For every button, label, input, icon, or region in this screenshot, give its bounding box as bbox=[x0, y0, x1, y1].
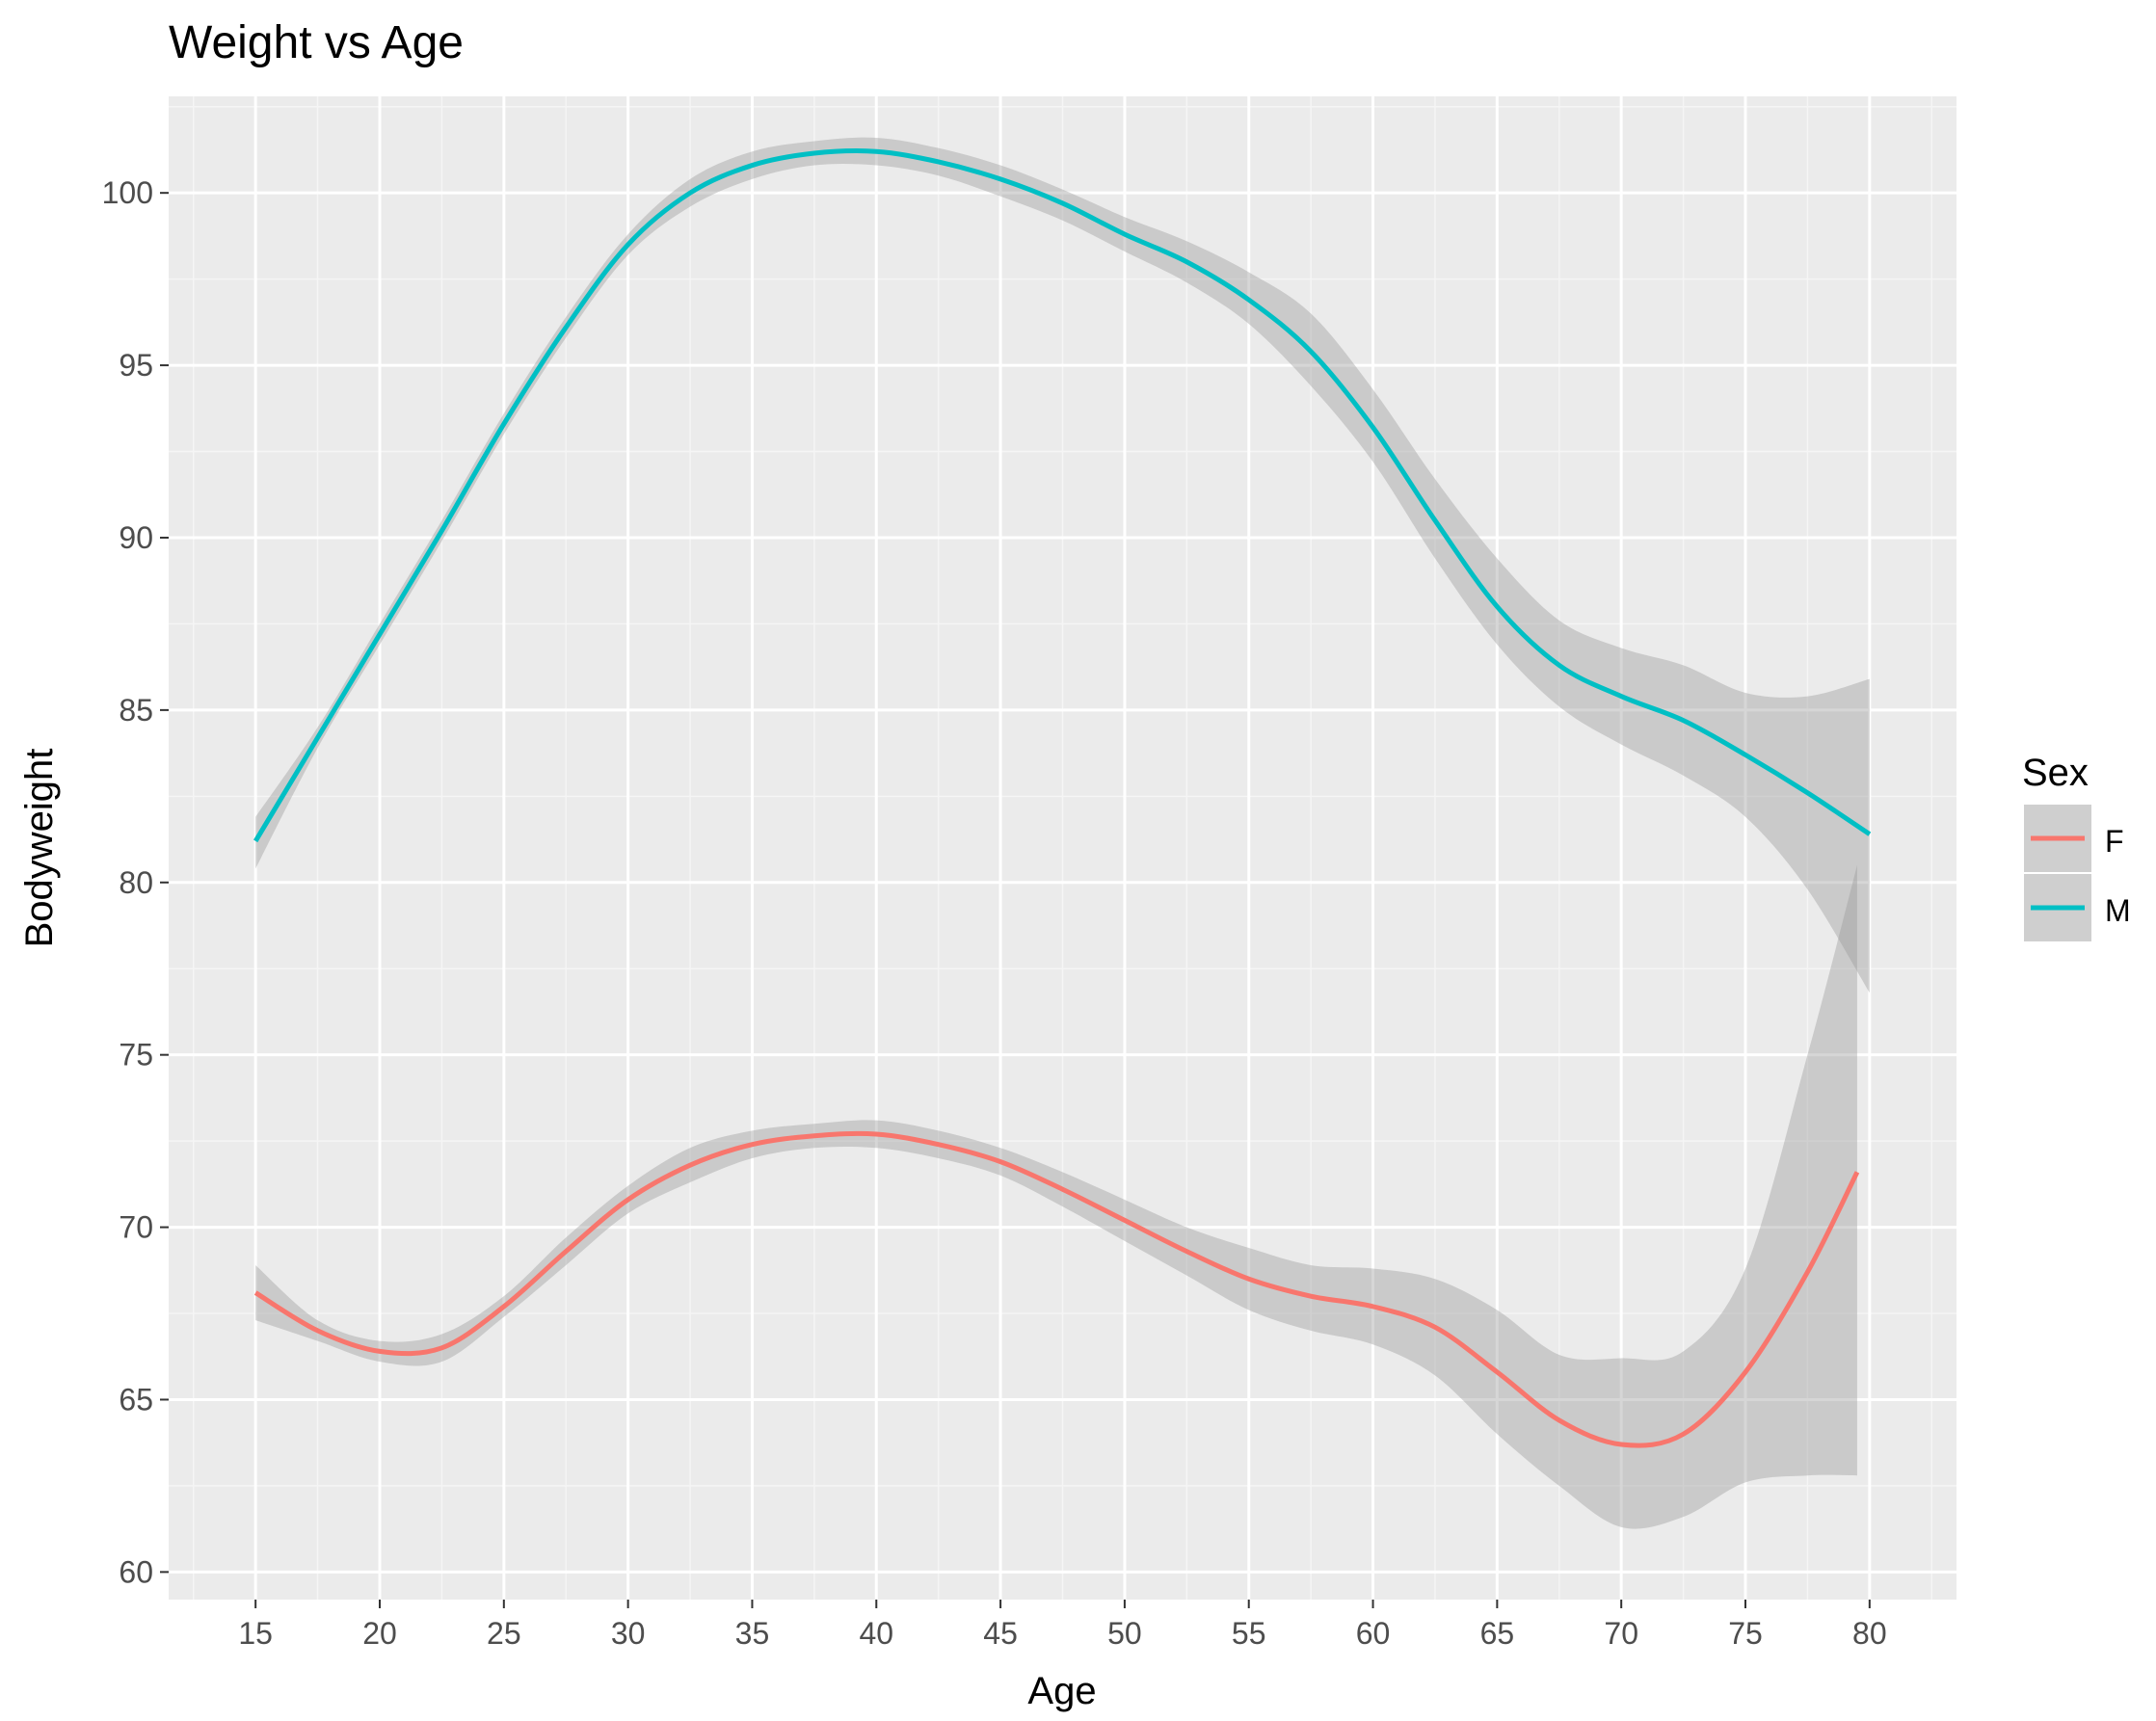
y-axis: 60 65 70 75 80 85 90 95 100 bbox=[102, 175, 169, 1589]
x-tick-label: 40 bbox=[859, 1616, 893, 1651]
legend-label-m: M bbox=[2105, 893, 2131, 928]
y-tick-label: 75 bbox=[119, 1038, 153, 1072]
x-tick-label: 45 bbox=[983, 1616, 1018, 1651]
x-tick-label: 80 bbox=[1852, 1616, 1887, 1651]
x-axis: 15 20 25 30 35 40 45 50 55 60 65 70 75 80 bbox=[238, 1600, 1887, 1651]
y-tick-label: 100 bbox=[102, 175, 153, 210]
y-tick-label: 90 bbox=[119, 520, 153, 555]
x-tick-label: 50 bbox=[1107, 1616, 1142, 1651]
confidence-bands bbox=[255, 137, 1870, 1529]
x-tick-label: 20 bbox=[362, 1616, 397, 1651]
x-tick-label: 30 bbox=[611, 1616, 646, 1651]
y-tick-label: 95 bbox=[119, 348, 153, 383]
x-tick-label: 60 bbox=[1356, 1616, 1391, 1651]
series-line-f bbox=[253, 1130, 1860, 1448]
band-f bbox=[255, 864, 1857, 1529]
x-tick-label: 65 bbox=[1480, 1616, 1515, 1651]
y-axis-label: Bodyweight bbox=[18, 749, 61, 948]
grid-minor bbox=[169, 96, 1956, 1600]
y-tick-label: 60 bbox=[119, 1554, 153, 1589]
series-line-m bbox=[253, 148, 1872, 843]
chart-title: Weight vs Age bbox=[169, 17, 464, 68]
grid-major bbox=[169, 96, 1956, 1600]
legend-label-f: F bbox=[2105, 824, 2124, 859]
x-tick-label: 55 bbox=[1232, 1616, 1266, 1651]
y-tick-label: 80 bbox=[119, 865, 153, 900]
legend: Sex F M bbox=[2022, 752, 2131, 941]
y-tick-label: 65 bbox=[119, 1382, 153, 1417]
y-tick-label: 70 bbox=[119, 1210, 153, 1245]
x-tick-label: 75 bbox=[1728, 1616, 1763, 1651]
x-tick-label: 15 bbox=[238, 1616, 273, 1651]
x-axis-label: Age bbox=[1027, 1670, 1096, 1712]
y-tick-label: 85 bbox=[119, 693, 153, 728]
x-tick-label: 70 bbox=[1604, 1616, 1638, 1651]
series-lines bbox=[253, 148, 1872, 1448]
x-tick-label: 25 bbox=[487, 1616, 521, 1651]
legend-title: Sex bbox=[2022, 752, 2089, 794]
x-tick-label: 35 bbox=[735, 1616, 770, 1651]
